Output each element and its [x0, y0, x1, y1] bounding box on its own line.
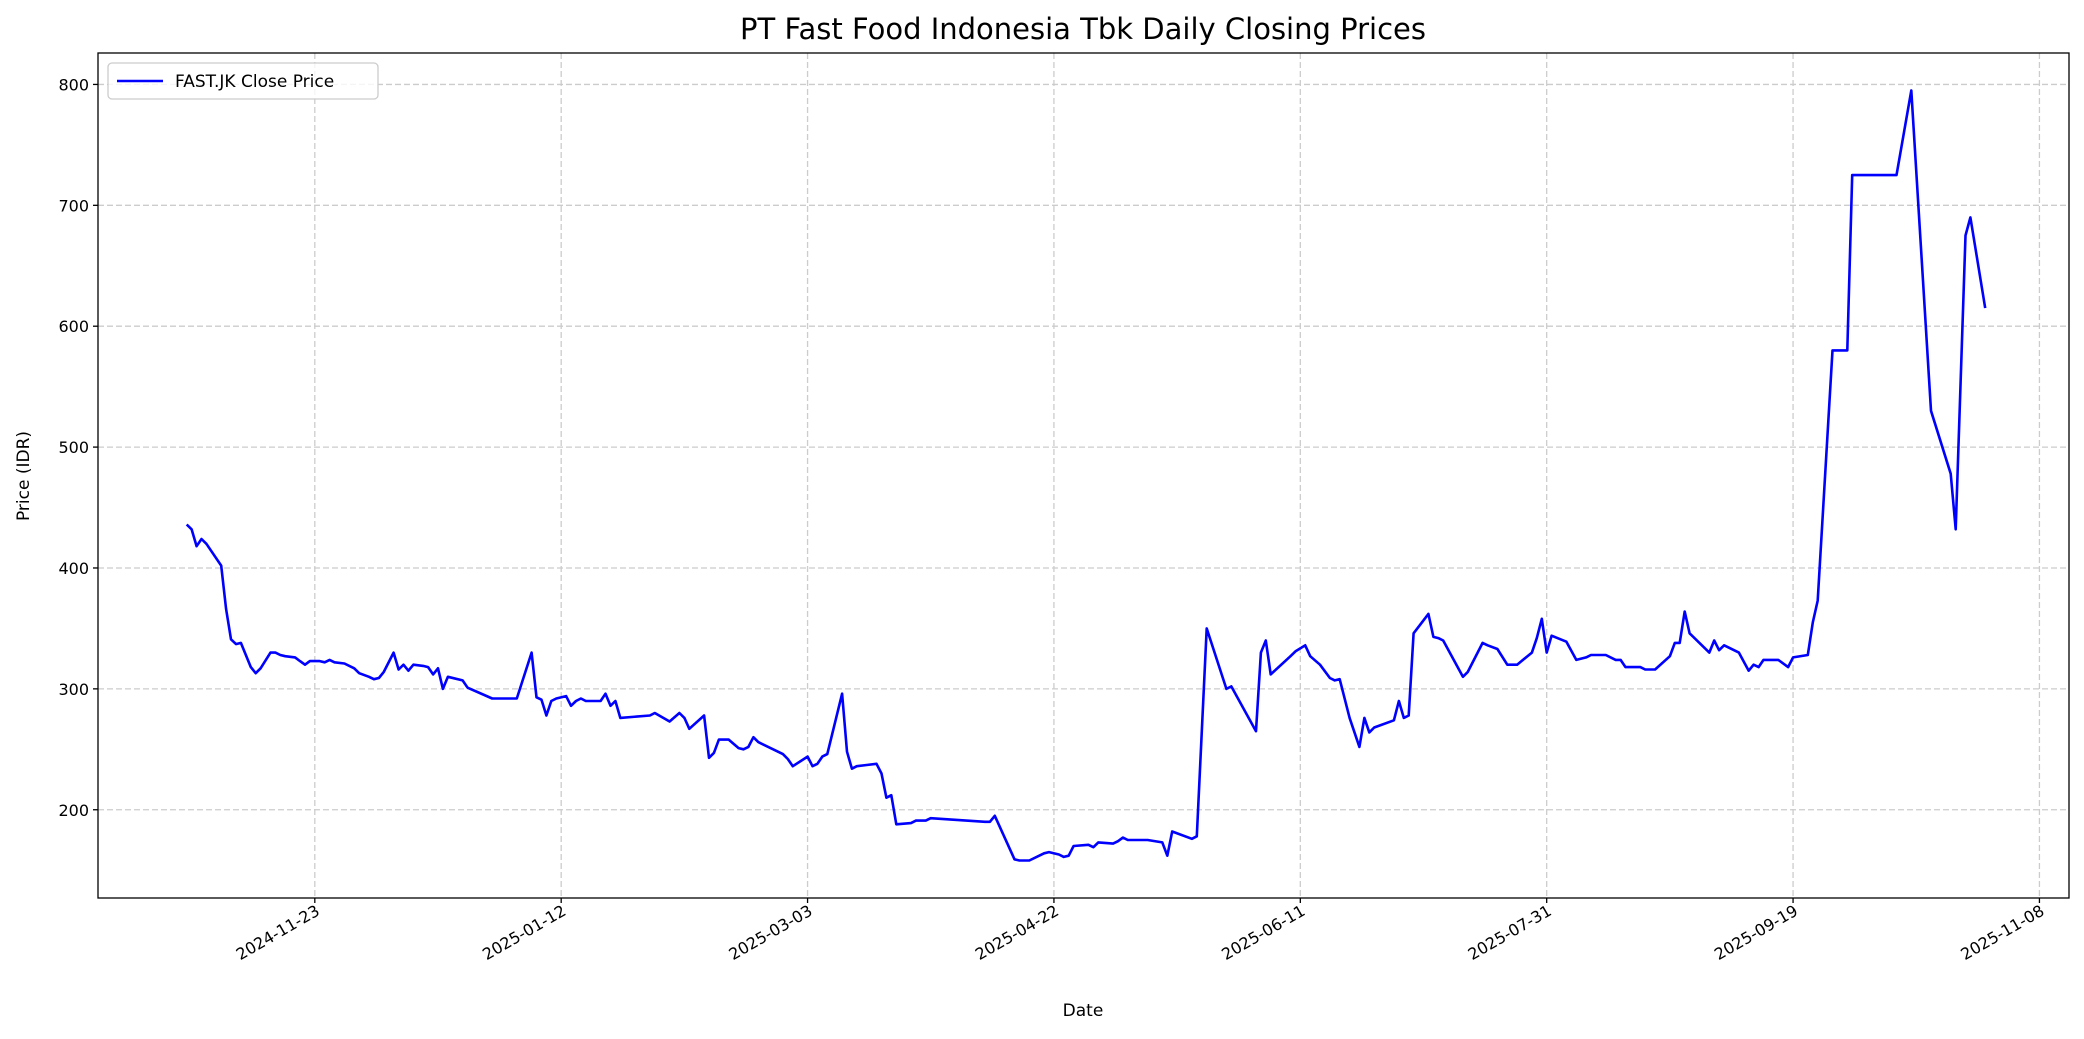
y-tick-label: 500	[58, 438, 89, 457]
legend-box	[107, 62, 379, 100]
y-tick-label: 300	[58, 680, 89, 699]
axes-frame	[97, 52, 2070, 899]
y-tick-label: 400	[58, 559, 89, 578]
legend: FAST.JK Close Price	[107, 62, 379, 100]
y-tick-label: 600	[58, 317, 89, 336]
legend-entry-label: FAST.JK Close Price	[175, 72, 334, 92]
x-axis-label: Date	[1063, 1001, 1104, 1021]
y-axis-ticks: 200 300 400 500 600 700 800	[58, 75, 98, 820]
chart-title: PT Fast Food Indonesia Tbk Daily Closing…	[740, 12, 1426, 46]
grid-lines	[98, 53, 2069, 898]
y-tick-label: 200	[58, 801, 89, 820]
series-line-fast-jk	[185, 89, 1987, 862]
y-axis-label: Price (IDR)	[14, 431, 34, 521]
y-tick-label: 800	[58, 75, 89, 94]
y-tick-label: 700	[58, 196, 89, 215]
